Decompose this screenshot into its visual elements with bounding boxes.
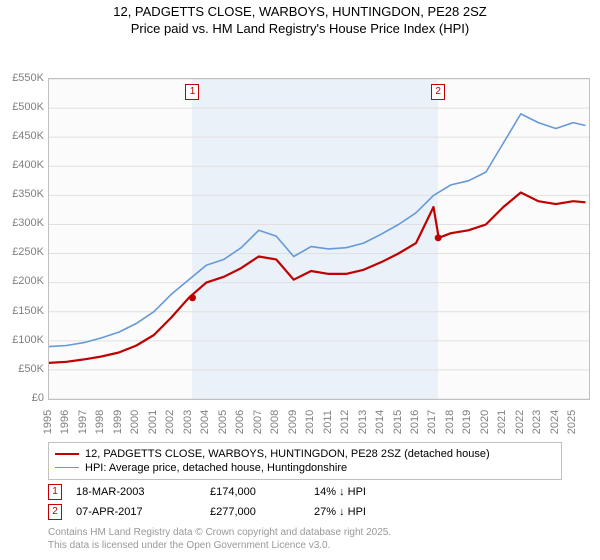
series-subject xyxy=(49,192,586,362)
sale-marker-ref: 1 xyxy=(48,484,62,500)
x-tick-label: 2021 xyxy=(496,406,508,438)
plot-area xyxy=(48,78,590,400)
title-line1: 12, PADGETTS CLOSE, WARBOYS, HUNTINGDON,… xyxy=(0,4,600,21)
x-tick-label: 2018 xyxy=(444,406,456,438)
y-tick-label: £350K xyxy=(12,188,44,200)
sale-date: 18-MAR-2003 xyxy=(76,486,196,498)
x-tick-label: 2013 xyxy=(357,406,369,438)
x-tick-label: 2019 xyxy=(461,406,473,438)
x-tick-label: 2012 xyxy=(339,406,351,438)
x-tick-label: 2005 xyxy=(217,406,229,438)
y-axis: £0£50K£100K£150K£200K£250K£300K£350K£400… xyxy=(2,78,44,398)
y-tick-label: £0 xyxy=(32,392,44,404)
x-axis: 1995199619971998199920002001200220032004… xyxy=(48,416,588,450)
chart-title-block: 12, PADGETTS CLOSE, WARBOYS, HUNTINGDON,… xyxy=(0,0,600,38)
sales-list: 1 18-MAR-2003 £174,000 14% ↓ HPI 2 07-APR-201… xyxy=(0,484,600,520)
y-tick-label: £550K xyxy=(12,72,44,84)
x-tick-label: 2016 xyxy=(409,406,421,438)
plot-svg xyxy=(49,79,589,399)
x-tick-label: 2000 xyxy=(129,406,141,438)
sale-marker: 2 xyxy=(431,84,445,100)
legend-label: HPI: Average price, detached house, Hunt… xyxy=(85,462,347,474)
x-tick-label: 2011 xyxy=(322,406,334,438)
sale-price: £174,000 xyxy=(210,486,300,498)
sale-row: 2 07-APR-2017 £277,000 27% ↓ HPI xyxy=(48,504,600,520)
y-tick-label: £500K xyxy=(12,101,44,113)
legend-swatch xyxy=(55,453,79,455)
chart-area: £0 £50K £100K £150K £200K £250K £300K £350K £400… xyxy=(0,38,600,436)
x-tick-label: 2004 xyxy=(199,406,211,438)
chart-container: 12, PADGETTS CLOSE, WARBOYS, HUNTINGDON,… xyxy=(0,0,600,560)
x-tick-label: 2007 xyxy=(252,406,264,438)
y-tick-label: £200K xyxy=(12,275,44,287)
x-tick-label: 2009 xyxy=(287,406,299,438)
title-line2: Price paid vs. HM Land Registry's House … xyxy=(0,21,600,38)
x-tick-label: 2024 xyxy=(549,406,561,438)
x-tick-label: 2001 xyxy=(147,406,159,438)
x-tick-label: 2017 xyxy=(426,406,438,438)
sale-date: 07-APR-2017 xyxy=(76,506,196,518)
x-tick-label: 1997 xyxy=(77,406,89,438)
y-tick-label: £150K xyxy=(12,305,44,317)
x-tick-label: 2025 xyxy=(566,406,578,438)
x-tick-label: 2003 xyxy=(182,406,194,438)
y-tick-label: £50K xyxy=(18,363,44,375)
footer: Contains HM Land Registry data © Crown c… xyxy=(48,526,600,552)
footer-line2: This data is licensed under the Open Gov… xyxy=(48,539,600,552)
x-tick-label: 2006 xyxy=(234,406,246,438)
sale-delta: 14% ↓ HPI xyxy=(314,486,404,498)
x-tick-label: 2023 xyxy=(531,406,543,438)
y-tick-label: £400K xyxy=(12,159,44,171)
x-tick-label: 2010 xyxy=(304,406,316,438)
x-tick-label: 2002 xyxy=(164,406,176,438)
x-tick-label: 2014 xyxy=(374,406,386,438)
sale-delta: 27% ↓ HPI xyxy=(314,506,404,518)
y-tick-label: £450K xyxy=(12,130,44,142)
x-tick-label: 2015 xyxy=(392,406,404,438)
sale-row: 1 18-MAR-2003 £174,000 14% ↓ HPI xyxy=(48,484,600,500)
x-tick-label: 2020 xyxy=(479,406,491,438)
x-tick-label: 1999 xyxy=(112,406,124,438)
x-tick-label: 1998 xyxy=(94,406,106,438)
legend-item: HPI: Average price, detached house, Hunt… xyxy=(55,461,555,475)
sale-price: £277,000 xyxy=(210,506,300,518)
y-tick-label: £300K xyxy=(12,217,44,229)
legend-swatch xyxy=(55,467,79,468)
x-tick-label: 2008 xyxy=(269,406,281,438)
y-tick-label: £100K xyxy=(12,334,44,346)
x-tick-label: 1995 xyxy=(42,406,54,438)
y-tick-label: £250K xyxy=(12,246,44,258)
x-tick-label: 2022 xyxy=(514,406,526,438)
footer-line1: Contains HM Land Registry data © Crown c… xyxy=(48,526,600,539)
sale-marker: 1 xyxy=(185,84,199,100)
x-tick-label: 1996 xyxy=(59,406,71,438)
sale-marker-ref: 2 xyxy=(48,504,62,520)
